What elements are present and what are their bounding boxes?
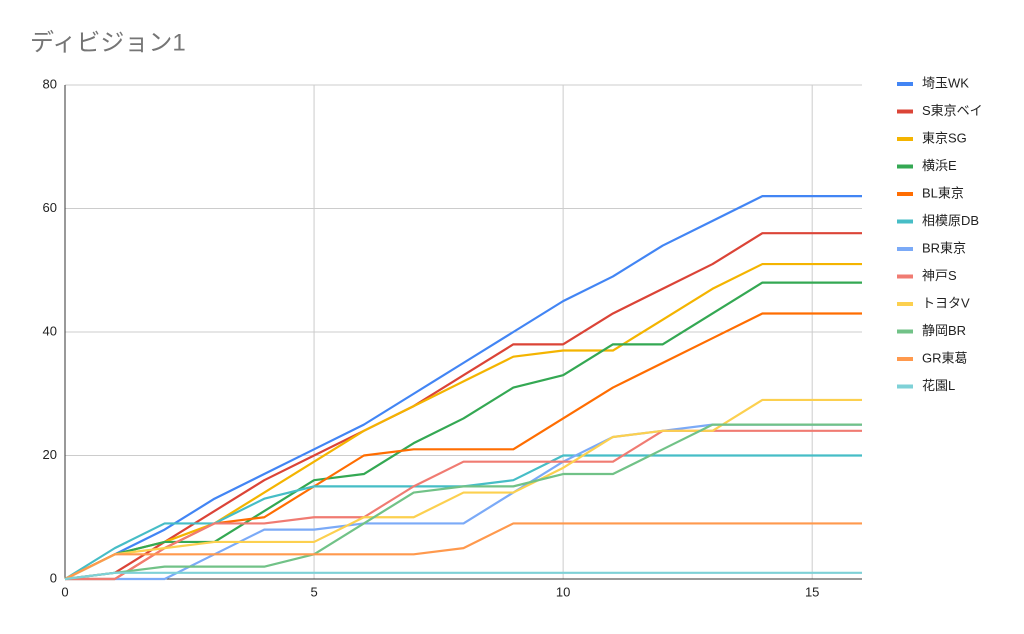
legend-swatch bbox=[897, 247, 913, 251]
legend-swatch bbox=[897, 219, 913, 224]
series-line bbox=[64, 571, 862, 581]
legend-label: トヨタV bbox=[922, 295, 970, 310]
series-line bbox=[64, 232, 862, 581]
legend-label: 相模原DB bbox=[922, 213, 979, 228]
legend-label: 花園L bbox=[922, 378, 955, 393]
y-tick-label: 40 bbox=[43, 323, 57, 338]
y-tick-label: 60 bbox=[43, 200, 57, 215]
chart-title: ディビジョン1 bbox=[30, 29, 186, 56]
legend-swatch bbox=[897, 82, 913, 86]
legend-swatch bbox=[897, 384, 913, 389]
legend-label: GR東葛 bbox=[922, 350, 968, 365]
legend-label: 東京SG bbox=[922, 130, 967, 145]
legend-swatch bbox=[897, 137, 913, 141]
series-line bbox=[64, 281, 862, 580]
legend-label: S東京ベイ bbox=[922, 103, 983, 118]
legend-label: 埼玉WK bbox=[922, 75, 969, 90]
x-tick-label: 15 bbox=[805, 584, 819, 599]
x-tick-label: 10 bbox=[556, 584, 570, 599]
legend-swatch bbox=[897, 329, 913, 334]
y-tick-label: 0 bbox=[50, 570, 57, 585]
legend-swatch bbox=[897, 357, 913, 361]
legend-swatch bbox=[897, 164, 913, 169]
series-line bbox=[64, 398, 862, 580]
legend-label: BR東京 bbox=[922, 240, 966, 255]
legend-label: 静岡BR bbox=[922, 323, 966, 338]
x-tick-label: 0 bbox=[61, 584, 68, 599]
legend-swatch bbox=[897, 274, 913, 279]
series-line bbox=[64, 262, 862, 580]
legend-swatch bbox=[897, 109, 913, 114]
series-line bbox=[65, 423, 862, 581]
legend-label: 横浜E bbox=[922, 158, 957, 173]
series-line bbox=[65, 429, 862, 581]
legend-label: 神戸S bbox=[922, 268, 957, 283]
legend-swatch bbox=[897, 192, 913, 196]
legend-swatch bbox=[897, 302, 913, 306]
series-line bbox=[64, 423, 862, 581]
y-tick-label: 20 bbox=[43, 447, 57, 462]
series-line bbox=[64, 522, 862, 580]
x-tick-label: 5 bbox=[310, 584, 317, 599]
series-line bbox=[64, 195, 862, 580]
y-tick-label: 80 bbox=[43, 76, 57, 91]
legend-label: BL東京 bbox=[922, 185, 964, 200]
